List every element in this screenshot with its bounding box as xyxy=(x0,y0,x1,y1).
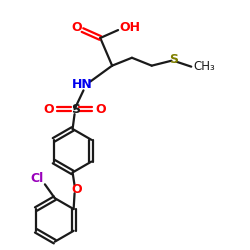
Text: O: O xyxy=(95,103,106,116)
Text: S: S xyxy=(169,53,178,66)
Text: O: O xyxy=(44,103,54,116)
Text: OH: OH xyxy=(120,20,141,34)
Text: HN: HN xyxy=(72,78,93,91)
Text: Cl: Cl xyxy=(30,172,44,185)
Text: O: O xyxy=(71,20,82,34)
Text: O: O xyxy=(71,183,82,196)
Text: S: S xyxy=(71,103,80,116)
Text: CH₃: CH₃ xyxy=(193,60,215,73)
